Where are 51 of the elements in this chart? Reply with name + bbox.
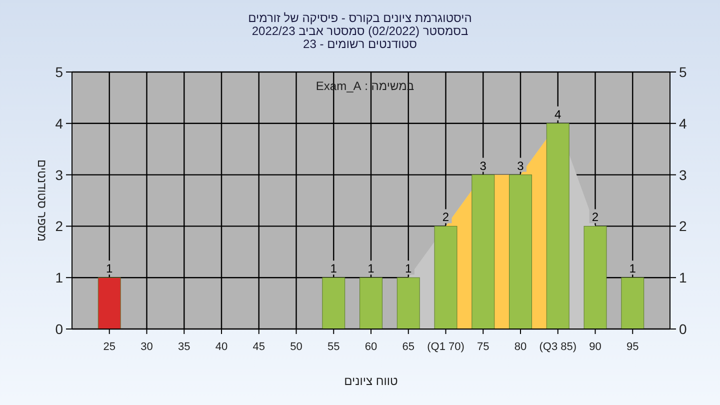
y-tick-label: 0	[55, 321, 64, 337]
x-tick-label: 40	[215, 341, 228, 353]
y2-tick-label: 1	[679, 270, 687, 286]
x-tick-label: 75	[477, 341, 490, 353]
bar	[621, 277, 644, 330]
bar	[546, 123, 570, 330]
data-label: 2	[442, 210, 450, 224]
x-tick-label: 90	[589, 341, 602, 353]
x-tick-label: 45	[252, 341, 265, 353]
y-tick-label: 5	[55, 64, 64, 80]
x-tick-label: 60	[364, 341, 378, 353]
x-tick-label: (Q1 70)	[427, 341, 464, 353]
bar	[322, 277, 346, 330]
bar	[360, 277, 382, 330]
bar	[396, 277, 420, 330]
data-label: 1	[405, 262, 412, 276]
data-label: 2	[592, 210, 599, 224]
chart-subtitle: בסמסטר (02/2022) סמסטר אביב 2022/23 סטודנטים רשומים - 23	[252, 24, 468, 51]
y-tick-label: 3	[55, 166, 64, 183]
y-tick-label: 4	[55, 115, 64, 132]
x-tick-label: 50	[290, 341, 302, 353]
x-tick-label: (Q3 85)	[539, 341, 577, 353]
y2-tick-label: 0	[679, 321, 687, 337]
bar	[584, 226, 607, 330]
data-label: 1	[629, 262, 636, 276]
bar	[472, 174, 495, 330]
bar	[98, 277, 121, 330]
x-tick-label: 35	[178, 341, 190, 353]
x-tick-label: 65	[402, 341, 414, 353]
x-tick-label: 55	[328, 341, 340, 353]
data-label: 1	[330, 262, 338, 276]
bar	[509, 174, 532, 330]
data-label: 1	[368, 262, 375, 276]
data-label: 3	[517, 158, 524, 173]
y2-tick-label: 3	[679, 166, 687, 183]
x-axis-title: טווח ציונים	[344, 374, 398, 388]
bar	[434, 226, 458, 330]
y2-tick-label: 2	[679, 218, 687, 234]
chart-title: היסטוגרמת ציונים בקורס - פיסיקה של זורמים	[248, 11, 472, 25]
y-tick-label: 1	[55, 270, 64, 286]
data-label: 1	[106, 262, 114, 276]
x-tick-label: 30	[140, 341, 153, 353]
y-tick-label: 2	[55, 218, 64, 234]
y-axis-title: מספר סטודנטים	[35, 159, 49, 242]
data-label: 4	[554, 107, 562, 122]
x-tick-label: 95	[626, 341, 639, 353]
x-tick-label: 80	[514, 341, 527, 353]
data-label: 3	[480, 158, 487, 173]
y2-tick-label: 4	[679, 115, 687, 132]
x-tick-label: 25	[103, 341, 116, 353]
y2-tick-label: 5	[679, 64, 687, 80]
